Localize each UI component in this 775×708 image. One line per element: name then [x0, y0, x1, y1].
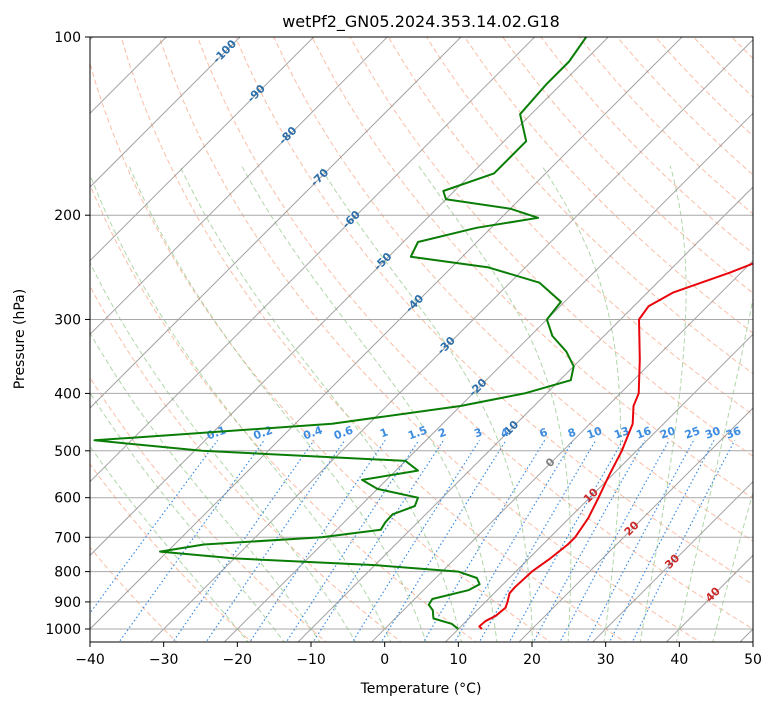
y-tick-label: 900: [54, 595, 81, 611]
mixing-ratio-line: [380, 439, 507, 642]
moist-adiabat: [90, 173, 392, 642]
mixing-ratio-line: [478, 439, 597, 642]
moist-adiabat: [318, 165, 533, 642]
mixing-ratio-label: 0.1: [205, 424, 228, 443]
y-tick-label: 700: [54, 530, 81, 546]
mixing-ratio-line: [608, 440, 715, 642]
mixing-ratio-label: 1.5: [406, 424, 429, 443]
mixing-ratio-line: [532, 440, 646, 642]
isotherm-line: [90, 37, 683, 630]
x-tick-label: 50: [744, 652, 762, 668]
plot-background: [90, 37, 753, 642]
dry-adiabat: [770, 37, 775, 644]
dry-adiabat: [311, 37, 753, 499]
mixing-ratio-label: 20: [658, 424, 677, 442]
isotherm-line: [591, 480, 753, 642]
mixing-ratio-line: [586, 440, 695, 642]
mixing-ratio-label: 6: [538, 425, 550, 440]
y-axis: 100 200 300 400 500 600 700 800 900 1000: [45, 30, 90, 638]
data-series: [93, 37, 753, 630]
temperature-line: [478, 262, 753, 630]
dry-adiabat: [90, 61, 552, 642]
y-tick-label: 600: [54, 491, 81, 507]
mixing-ratio-label: 0.6: [332, 423, 355, 442]
mixing-ratio-line: [559, 440, 670, 642]
mixing-ratio-line: [118, 439, 265, 642]
dry-adiabat: [273, 37, 753, 542]
dry-adiabat: [90, 376, 328, 642]
isotherm-line: [518, 407, 753, 642]
x-tick-label: −40: [75, 652, 105, 668]
mixing-ratio-label: 36: [724, 424, 743, 442]
moist-adiabat: [90, 332, 321, 642]
mixing-ratio-line: [285, 439, 420, 642]
isotherm-line: [223, 112, 753, 642]
x-axis-title: Temperature (°C): [360, 681, 482, 697]
mixing-ratio-label: 4: [499, 425, 511, 440]
dewpoint-line: [93, 37, 588, 630]
mixing-ratio-line: [454, 439, 574, 642]
mixing-ratio-line: [312, 439, 445, 642]
plot-frame: [89, 36, 754, 643]
isotherm-line: [444, 333, 753, 642]
x-tick-label: 30: [597, 652, 615, 668]
moist-adiabat: [128, 165, 427, 642]
mixing-ratio-label: 3: [472, 426, 484, 441]
mixing-ratio-label: 2: [436, 426, 448, 441]
mixing-ratio-label: 16: [634, 424, 653, 442]
mixing-ratio-label: 10: [585, 424, 604, 442]
dry-adiabat: [90, 183, 477, 642]
y-tick-label: 100: [54, 30, 81, 46]
x-tick-label: 10: [449, 652, 467, 668]
x-tick-label: −30: [149, 652, 179, 668]
y-axis-title: Pressure (hPa): [12, 289, 28, 389]
moist-adiabat: [90, 391, 285, 642]
mixing-ratio-label: 1: [378, 426, 390, 441]
x-tick-label: −10: [296, 652, 326, 668]
y-tick-label: 300: [54, 312, 81, 328]
y-tick-label: 400: [54, 386, 81, 402]
isotherm-line: [90, 37, 462, 409]
y-tick-label: 500: [54, 444, 81, 460]
x-tick-label: 20: [523, 652, 541, 668]
x-tick-label: 40: [670, 652, 688, 668]
dry-adiabat: [90, 463, 253, 642]
moist-adiabat: [179, 165, 462, 642]
moist-adiabat: [541, 165, 621, 642]
y-tick-label: 1000: [45, 622, 81, 638]
mixing-ratio-label: 8: [566, 426, 578, 441]
y-tick-label: 800: [54, 565, 81, 581]
x-axis: −40 −30 −20 −10 0 10 20 30 40 50: [75, 642, 762, 668]
mixing-ratio-label: 30: [703, 424, 722, 442]
mixing-ratio-label: 25: [683, 424, 702, 441]
moist-adiabat: [639, 165, 687, 642]
x-tick-label: 0: [380, 652, 389, 668]
isotherm-line: [90, 37, 610, 557]
mixing-ratio-line: [249, 439, 386, 642]
mixing-ratio-label: 0.4: [301, 423, 324, 442]
y-tick-label: 200: [54, 208, 81, 224]
isotherm-line: [90, 37, 315, 262]
moist-adiabat: [712, 491, 753, 642]
isotherm-line: [370, 259, 753, 642]
isotherm-line: [90, 37, 241, 188]
mixing-ratio-line: [351, 439, 481, 642]
mixing-ratio-labels: 0.1 0.2 0.4 0.6 1 1.5 2 3 4 6 8 10 13 16 20 25 30 36: [205, 423, 743, 442]
moist-adiabat: [90, 445, 249, 642]
moist-adiabat: [90, 261, 356, 642]
chart-title: wetPf2_GN05.2024.353.14.02.G18: [282, 12, 560, 32]
x-tick-label: −20: [223, 652, 253, 668]
isotherm-line: [90, 37, 536, 483]
moist-adiabat: [241, 165, 498, 642]
dry-adiabat: [425, 37, 753, 375]
isotherm-line: [297, 186, 753, 642]
moist-adiabat: [675, 295, 753, 642]
dry-adiabat: [464, 37, 753, 334]
